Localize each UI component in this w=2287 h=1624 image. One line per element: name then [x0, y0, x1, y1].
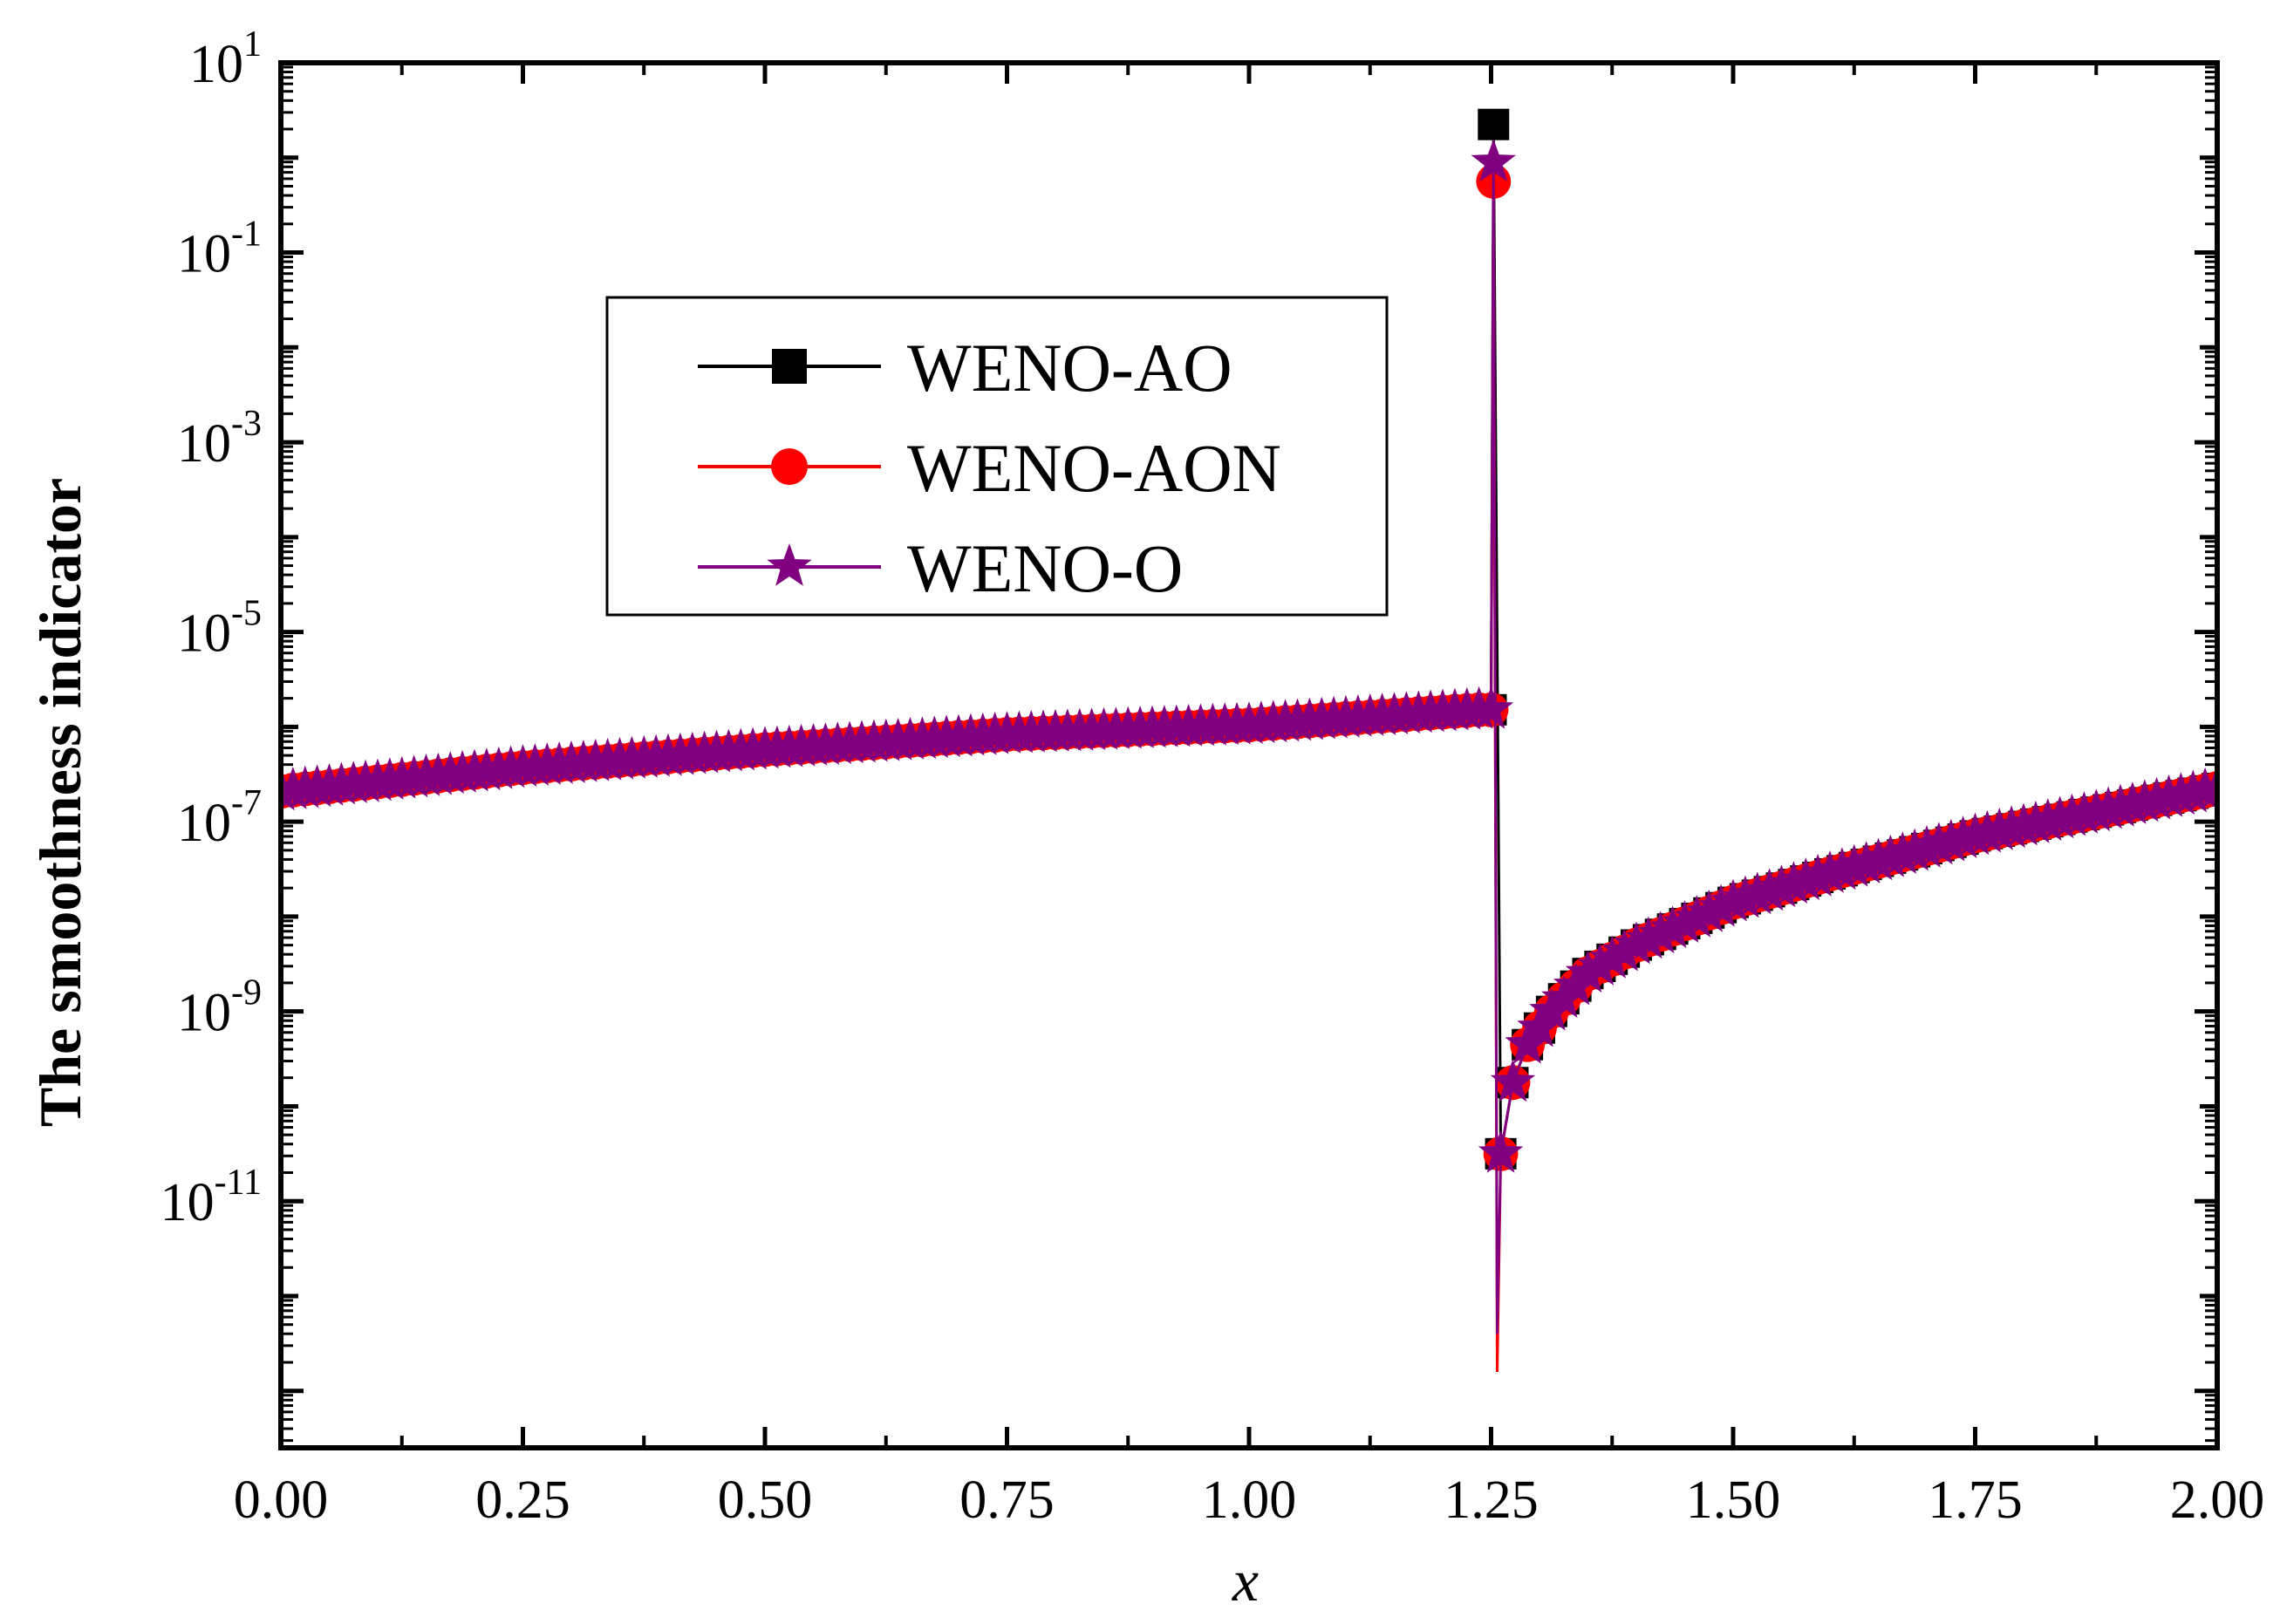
x-axis-title: x	[1232, 1547, 1259, 1614]
data-point	[1601, 928, 1647, 972]
data-point	[1916, 822, 1962, 865]
series-layer	[281, 108, 2217, 1373]
data-point	[1783, 857, 1828, 900]
data-point	[1686, 889, 1731, 932]
data-point	[1771, 861, 1817, 904]
data-point	[1929, 818, 1974, 862]
data-point	[1541, 975, 1587, 1018]
y-axis-title: The smoothness indicator	[27, 478, 93, 1127]
y-tick-label: 10-1	[177, 215, 262, 284]
x-tick-label: 1.50	[1686, 1470, 1781, 1530]
data-point	[771, 448, 808, 485]
x-tick-label: 2.00	[2170, 1470, 2265, 1530]
series-weno-ao	[281, 108, 2217, 1170]
y-tick-labels: 101 10-1 10-3 10-5 10-7 10-9 10-11	[160, 24, 262, 1232]
data-point	[1553, 962, 1599, 1006]
y-tick-label-text: 10-9	[177, 973, 262, 1043]
x-tick-label: 0.25	[475, 1470, 570, 1530]
data-point	[1867, 834, 1914, 877]
data-point	[1614, 921, 1659, 965]
y-tick-label-text: 101	[189, 24, 262, 94]
y-tick-label: 10-5	[177, 594, 262, 664]
data-point	[1698, 884, 1744, 927]
x-tick-label: 0.00	[234, 1470, 329, 1530]
data-point	[1468, 686, 1514, 729]
x-tick-label: 1.75	[1928, 1470, 2023, 1530]
legend-item-weno-aon: WENO-AON	[698, 430, 1281, 506]
legend-label: WENO-AON	[907, 430, 1281, 506]
series-line	[281, 124, 2217, 1155]
data-point	[1832, 843, 1877, 887]
data-point	[1819, 847, 1865, 890]
series-weno-o	[281, 139, 2217, 1334]
data-point	[1795, 854, 1840, 897]
y-tick-label: 101	[189, 24, 262, 94]
data-point	[2195, 765, 2217, 808]
y-tick-label-text: 10-3	[177, 404, 262, 474]
data-point	[1649, 905, 1696, 948]
data-point	[1471, 139, 1516, 181]
data-point	[772, 349, 807, 384]
data-point	[1880, 831, 1925, 874]
data-point	[1662, 900, 1708, 943]
data-point	[1490, 1059, 1536, 1102]
data-point	[1855, 837, 1901, 881]
data-point	[1710, 878, 1756, 922]
y-tick-label: 10-7	[177, 783, 262, 853]
data-point	[1940, 815, 1986, 858]
data-point	[1843, 841, 1889, 884]
plot-frame	[278, 60, 2220, 1450]
legend-label: WENO-AO	[907, 330, 1232, 406]
y-tick-label-text: 10-11	[160, 1163, 262, 1232]
data-point	[1529, 987, 1574, 1031]
data-point	[1904, 825, 1949, 868]
legend-item-weno-o: WENO-O	[698, 530, 1183, 606]
legend-box	[605, 296, 1389, 617]
data-point	[1478, 1129, 1524, 1173]
data-point	[1626, 916, 1671, 959]
x-tick-labels: 0.00 0.25 0.50 0.75 1.00 1.25 1.50 1.75 2.00	[234, 1470, 2265, 1530]
y-tick-label-text: 10-7	[177, 783, 262, 853]
data-point	[1723, 875, 1768, 918]
data-point	[1758, 864, 1805, 908]
x-tick-label: 0.50	[718, 1470, 813, 1530]
data-point	[1807, 850, 1853, 893]
data-point	[1638, 911, 1683, 954]
x-tick-label: 1.25	[1444, 1470, 1539, 1530]
y-tick-label-text: 10-5	[177, 594, 262, 664]
data-point	[1565, 950, 1611, 993]
y-tick-label-text: 10-1	[177, 215, 262, 284]
data-point	[1478, 108, 1510, 140]
x-tick-label: 0.75	[959, 1470, 1055, 1530]
y-tick-label: 10-9	[177, 973, 262, 1043]
data-point	[1577, 943, 1623, 986]
data-point	[767, 543, 812, 586]
data-point	[1892, 828, 1937, 871]
data-point	[1746, 868, 1792, 911]
data-point	[1589, 935, 1635, 979]
data-point	[1674, 894, 1720, 938]
legend-item-weno-ao: WENO-AO	[698, 330, 1232, 406]
legend-label: WENO-O	[907, 530, 1183, 606]
major-tick-group	[278, 60, 2220, 1448]
x-tick-label: 1.00	[1202, 1470, 1297, 1530]
y-tick-label: 10-11	[160, 1163, 262, 1232]
y-tick-label: 10-3	[177, 404, 262, 474]
data-point	[1735, 871, 1780, 915]
legend: WENO-AO WENO-AON WENO-O	[605, 296, 1389, 617]
